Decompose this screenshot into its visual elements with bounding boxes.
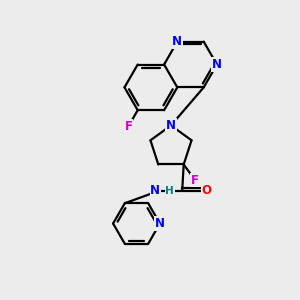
Text: H: H [165,186,174,196]
Text: N: N [212,58,222,71]
Text: N: N [155,217,165,230]
Text: N: N [166,119,176,132]
Text: N: N [150,184,160,197]
Text: N: N [172,35,182,48]
Text: F: F [191,174,199,187]
Text: O: O [202,184,212,197]
Text: F: F [124,120,132,133]
